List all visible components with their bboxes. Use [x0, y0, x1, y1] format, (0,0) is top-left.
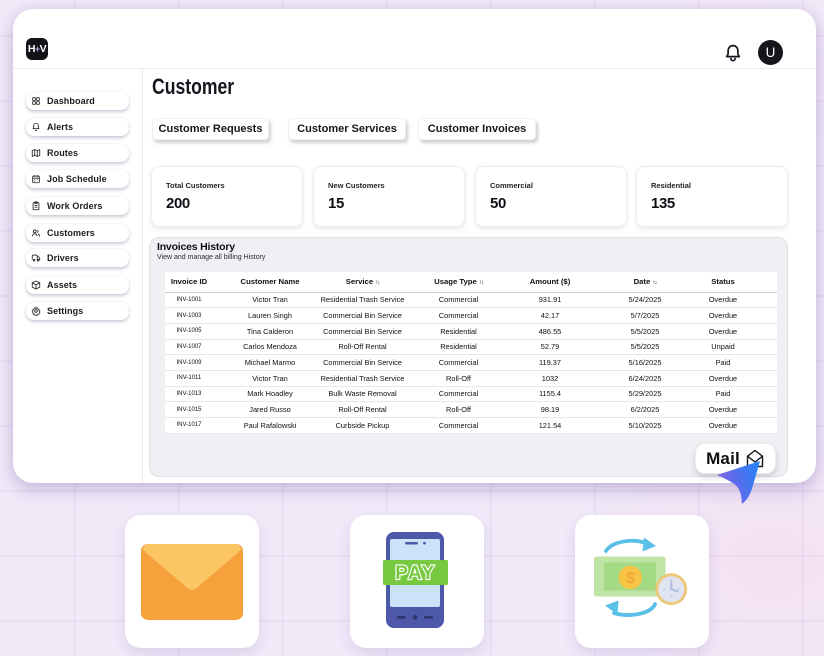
svg-text:PAY: PAY — [395, 563, 435, 584]
svg-text:$: $ — [626, 570, 635, 587]
